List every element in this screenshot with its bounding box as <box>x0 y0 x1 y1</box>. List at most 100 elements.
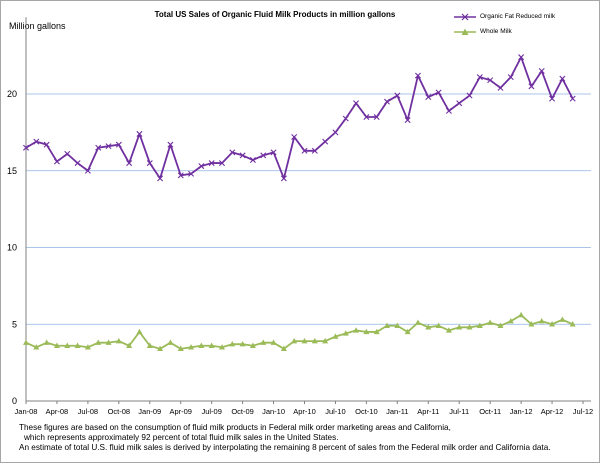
data-point-organic <box>363 114 370 121</box>
data-point-whole <box>466 324 473 330</box>
data-point-organic <box>394 92 401 99</box>
x-tick-label: Oct-08 <box>108 407 131 416</box>
data-point-whole <box>157 345 164 352</box>
data-point-organic <box>425 94 432 101</box>
data-point-organic <box>507 74 514 81</box>
data-point-whole <box>363 328 370 335</box>
data-point-whole <box>538 317 545 324</box>
data-point-whole <box>311 337 318 344</box>
legend-item-organic: Organic Fat Reduced milk <box>454 9 555 24</box>
x-tick-label: Jul-10 <box>325 407 345 416</box>
footnotes: These figures are based on the consumpti… <box>19 423 594 453</box>
data-point-whole <box>549 321 556 327</box>
data-point-whole <box>74 342 81 348</box>
data-point-whole <box>425 324 432 330</box>
data-point-whole <box>43 339 50 345</box>
x-tick-label: Apr-09 <box>169 407 192 416</box>
data-point-whole <box>332 333 339 339</box>
data-point-organic <box>229 149 236 156</box>
data-point-whole <box>136 328 143 335</box>
data-point-organic <box>64 150 71 157</box>
chart-title: Total US Sales of Organic Fluid Milk Pro… <box>154 10 396 19</box>
x-tick-label: Jan-12 <box>510 407 533 416</box>
y-tick-label: 20 <box>7 89 17 99</box>
data-point-organic <box>456 100 463 107</box>
data-point-whole <box>95 339 102 345</box>
data-point-organic <box>404 117 411 124</box>
x-tick-label: Oct-11 <box>479 407 501 416</box>
data-point-organic <box>95 144 102 151</box>
data-point-whole <box>497 322 504 328</box>
data-point-organic <box>291 133 298 140</box>
data-point-whole <box>342 330 349 336</box>
data-point-organic <box>33 138 40 145</box>
y-axis-label: Million gallons <box>9 21 66 31</box>
data-point-whole <box>322 337 329 344</box>
data-point-organic <box>518 54 525 61</box>
x-tick-label: Jan-09 <box>138 407 161 416</box>
data-point-whole <box>414 319 421 325</box>
legend: Organic Fat Reduced milk Whole Milk <box>454 9 555 39</box>
data-point-whole <box>33 344 40 350</box>
data-point-organic <box>528 83 535 90</box>
data-point-whole <box>270 339 277 345</box>
data-point-organic <box>43 141 50 148</box>
footnote-3: An estimate of total U.S. fluid milk sal… <box>19 443 551 452</box>
data-point-organic <box>146 160 153 167</box>
data-point-whole <box>208 342 215 348</box>
data-point-whole <box>177 345 184 352</box>
data-point-whole <box>260 339 267 345</box>
data-point-whole <box>569 321 576 327</box>
data-point-whole <box>23 339 29 345</box>
data-point-organic <box>136 130 143 137</box>
y-tick-label: 5 <box>12 319 17 329</box>
data-point-organic <box>126 160 133 167</box>
data-point-whole <box>249 342 256 348</box>
data-point-whole <box>518 311 525 318</box>
data-point-whole <box>239 341 246 347</box>
data-point-organic <box>569 95 576 102</box>
data-point-organic <box>260 152 267 159</box>
data-point-organic <box>301 147 308 154</box>
data-point-organic <box>476 74 483 81</box>
x-tick-label: Apr-08 <box>46 407 69 416</box>
legend-label-whole: Whole Milk <box>480 28 512 35</box>
data-point-whole <box>115 337 122 344</box>
data-point-organic <box>311 147 318 154</box>
data-point-whole <box>404 328 411 335</box>
x-tick-label: Apr-12 <box>541 407 564 416</box>
data-point-whole <box>384 322 391 328</box>
footnote-1: These figures are based on the consumpti… <box>19 423 451 432</box>
data-point-organic <box>249 157 256 163</box>
data-point-whole <box>105 339 112 345</box>
data-point-organic <box>167 141 174 148</box>
data-point-whole <box>528 321 535 327</box>
data-point-organic <box>280 175 287 182</box>
data-point-organic <box>74 160 81 167</box>
data-point-organic <box>353 100 360 107</box>
data-point-whole <box>445 327 452 333</box>
footnote-2: which represents approximately 92 percen… <box>24 433 339 442</box>
data-point-whole <box>53 342 60 348</box>
data-point-organic <box>332 129 339 136</box>
data-point-organic <box>84 167 91 174</box>
data-point-whole <box>280 345 287 352</box>
data-point-whole <box>476 322 483 328</box>
data-point-organic <box>188 170 195 177</box>
data-point-organic <box>373 114 380 121</box>
x-tick-label: Oct-09 <box>231 407 254 416</box>
y-tick-label: 10 <box>7 243 17 253</box>
data-point-whole <box>218 344 225 350</box>
data-point-organic <box>115 141 122 148</box>
x-tick-label: Apr-11 <box>417 407 439 416</box>
data-point-organic <box>53 158 60 165</box>
data-point-organic <box>270 149 277 156</box>
data-point-organic <box>487 77 494 84</box>
data-point-organic <box>208 160 215 167</box>
data-point-whole <box>229 341 236 347</box>
data-point-whole <box>167 339 174 345</box>
legend-swatch-organic <box>454 13 476 20</box>
x-tick-label: Jan-11 <box>386 407 408 416</box>
legend-label-organic: Organic Fat Reduced milk <box>480 13 556 20</box>
